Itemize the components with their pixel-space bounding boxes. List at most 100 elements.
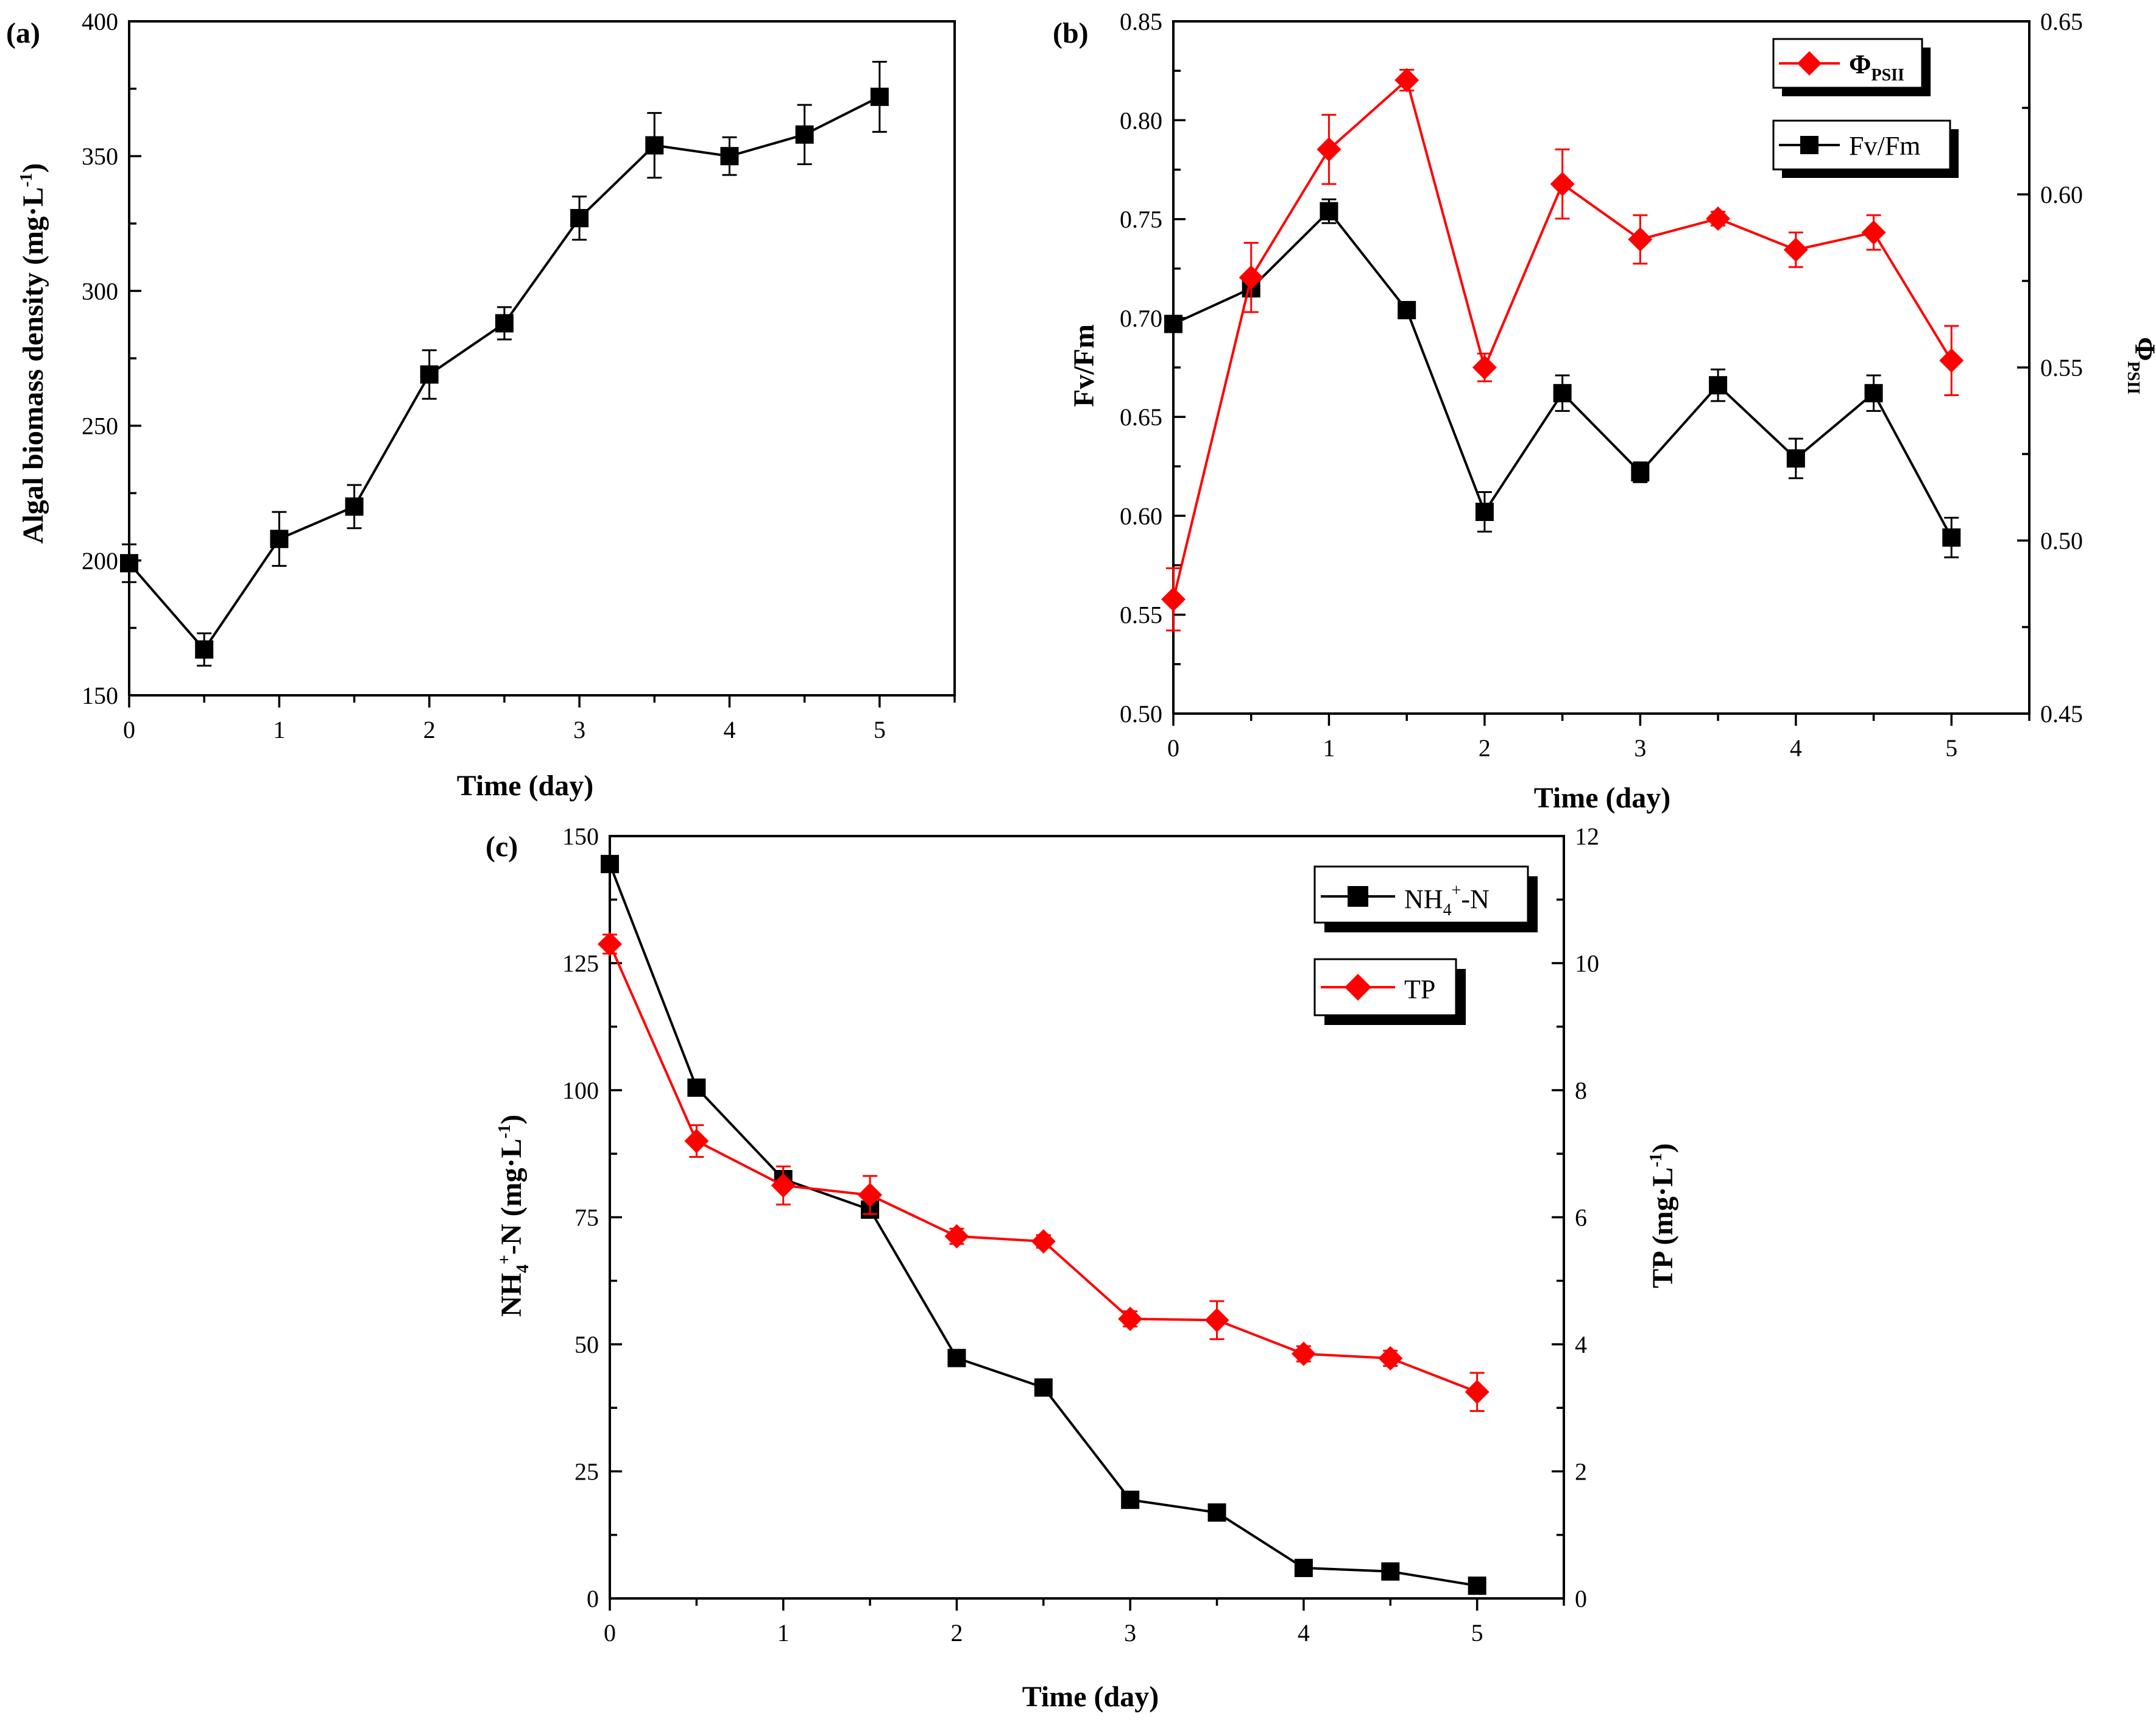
y-tick-label: 50	[574, 1331, 599, 1358]
legend-marker-tp	[1345, 974, 1371, 1001]
y-tick-label: 400	[82, 8, 118, 35]
x-tick-label: 5	[1471, 1619, 1483, 1647]
legend-label-nh4: NH4+-N	[1404, 881, 1490, 920]
data-point	[1034, 1378, 1053, 1397]
data-point	[1031, 1229, 1056, 1254]
data-point	[1783, 237, 1808, 262]
y-right-tick-label: 0.50	[2040, 527, 2083, 555]
data-point	[720, 147, 739, 166]
y-tick-label: 0.75	[1120, 206, 1162, 233]
data-point	[795, 125, 814, 144]
y-tick-label: 100	[562, 1077, 599, 1104]
legend-label-fvfm: Fv/Fm	[1849, 131, 1920, 161]
y-tick-label: 0.80	[1120, 107, 1162, 134]
y-tick-label: 0.85	[1120, 8, 1162, 35]
y-tick-label: 75	[574, 1204, 599, 1232]
x-tick-label: 3	[573, 716, 585, 743]
panel-a-label: (a)	[6, 17, 40, 49]
series--psii	[1161, 68, 1964, 632]
data-point	[1394, 68, 1419, 93]
data-point	[687, 1078, 706, 1097]
x-tick-label: 4	[723, 716, 735, 743]
data-point	[1942, 528, 1961, 547]
data-point	[1381, 1562, 1400, 1581]
x-tick-label: 1	[777, 1619, 790, 1647]
y-tick-label: 0	[587, 1585, 599, 1612]
data-point	[870, 87, 889, 106]
y-right-tick-label: 0.65	[2040, 8, 2083, 35]
panel-b-label: (b)	[1053, 17, 1089, 49]
y-right-tick-label: 0	[1575, 1585, 1587, 1612]
panel-b-y-right-ticks: 0.45 0.50 0.55 0.60 0.65	[2017, 8, 2083, 728]
data-point	[944, 1224, 969, 1249]
data-point	[1628, 227, 1653, 252]
y-right-tick-label: 0.45	[2040, 700, 2083, 728]
data-point	[420, 365, 439, 384]
data-point	[1118, 1307, 1143, 1332]
panel-c-y-right-ticks: 0 2 4 6 8 10 12	[1552, 823, 1599, 1612]
data-point	[1631, 463, 1650, 482]
data-point	[1317, 137, 1341, 162]
panel-b-y-axis-label: Fv/Fm	[1068, 324, 1100, 407]
y-tick-label: 250	[82, 413, 118, 440]
data-point	[1472, 355, 1497, 380]
data-point	[1864, 384, 1883, 403]
data-point	[1465, 1380, 1490, 1405]
x-tick-label: 2	[423, 716, 436, 743]
data-point	[1121, 1491, 1140, 1509]
y-tick-label: 0.55	[1120, 601, 1162, 629]
y-tick-label: 0.50	[1120, 700, 1162, 728]
y-tick-label: 0.60	[1120, 502, 1162, 530]
y-right-tick-label: 6	[1575, 1204, 1587, 1232]
panel-b-legend: ΦPSII Fv/Fm	[1772, 38, 1959, 178]
panel-b-series	[1161, 68, 1964, 632]
data-point	[1786, 449, 1805, 468]
legend-box-nh4	[1313, 865, 1529, 924]
panel-c-x-axis-label: Time (day)	[1022, 1681, 1159, 1713]
legend-marker-fvfm	[1800, 136, 1818, 154]
x-tick-label: 2	[950, 1619, 963, 1647]
x-tick-label: 4	[1298, 1619, 1310, 1647]
legend-marker-phi	[1797, 51, 1822, 76]
data-point	[120, 554, 138, 573]
y-right-tick-label: 0.60	[2040, 181, 2083, 208]
legend-label-phi: ΦPSII	[1849, 49, 1904, 85]
panel-a: (a) 0 1 2 3 4 5 150 200 250 300 350 400 Time (day)…	[6, 8, 956, 802]
y-tick-label: 0.70	[1120, 305, 1162, 332]
panel-c-y-ticks: 0 25 50 75 100 125 150	[562, 823, 622, 1612]
data-point	[1468, 1576, 1486, 1595]
y-tick-label: 300	[82, 277, 118, 305]
panel-b-y-ticks: 0.50 0.55 0.60 0.65 0.70 0.75 0.80 0.85	[1120, 8, 1186, 728]
data-point	[1294, 1558, 1313, 1577]
x-tick-label: 2	[1479, 734, 1491, 762]
data-point	[1550, 171, 1575, 196]
y-right-tick-label: 0.55	[2040, 354, 2083, 381]
data-point	[1204, 1308, 1229, 1333]
y-tick-label: 150	[562, 823, 599, 850]
y-tick-label: 350	[82, 143, 118, 170]
data-point	[1398, 300, 1416, 319]
data-point	[570, 208, 589, 227]
x-tick-label: 1	[273, 716, 285, 743]
data-point	[1378, 1346, 1403, 1371]
x-tick-label: 3	[1634, 734, 1646, 762]
panel-c-legend: NH4+-N TP	[1313, 865, 1538, 1025]
data-point	[1239, 265, 1264, 290]
data-point	[1939, 348, 1964, 373]
panel-c-series	[598, 854, 1490, 1595]
panel-c-x-ticks: 0 1 2 3 4 5	[604, 1598, 1565, 1647]
y-tick-label: 0.65	[1120, 403, 1162, 431]
data-point	[1475, 502, 1494, 521]
data-point	[858, 1183, 883, 1208]
x-tick-label: 0	[123, 716, 135, 743]
y-right-tick-label: 4	[1575, 1331, 1587, 1358]
series-algal-biomass-density	[120, 60, 889, 667]
y-tick-label: 25	[574, 1458, 599, 1486]
data-point	[495, 314, 514, 333]
data-point	[1861, 220, 1886, 245]
panel-a-x-ticks: 0 1 2 3 4 5	[123, 695, 956, 743]
panel-a-x-axis-label: Time (day)	[457, 770, 593, 802]
panel-a-y-axis-label: Algal biomass density (mg·L-1)	[17, 163, 49, 544]
